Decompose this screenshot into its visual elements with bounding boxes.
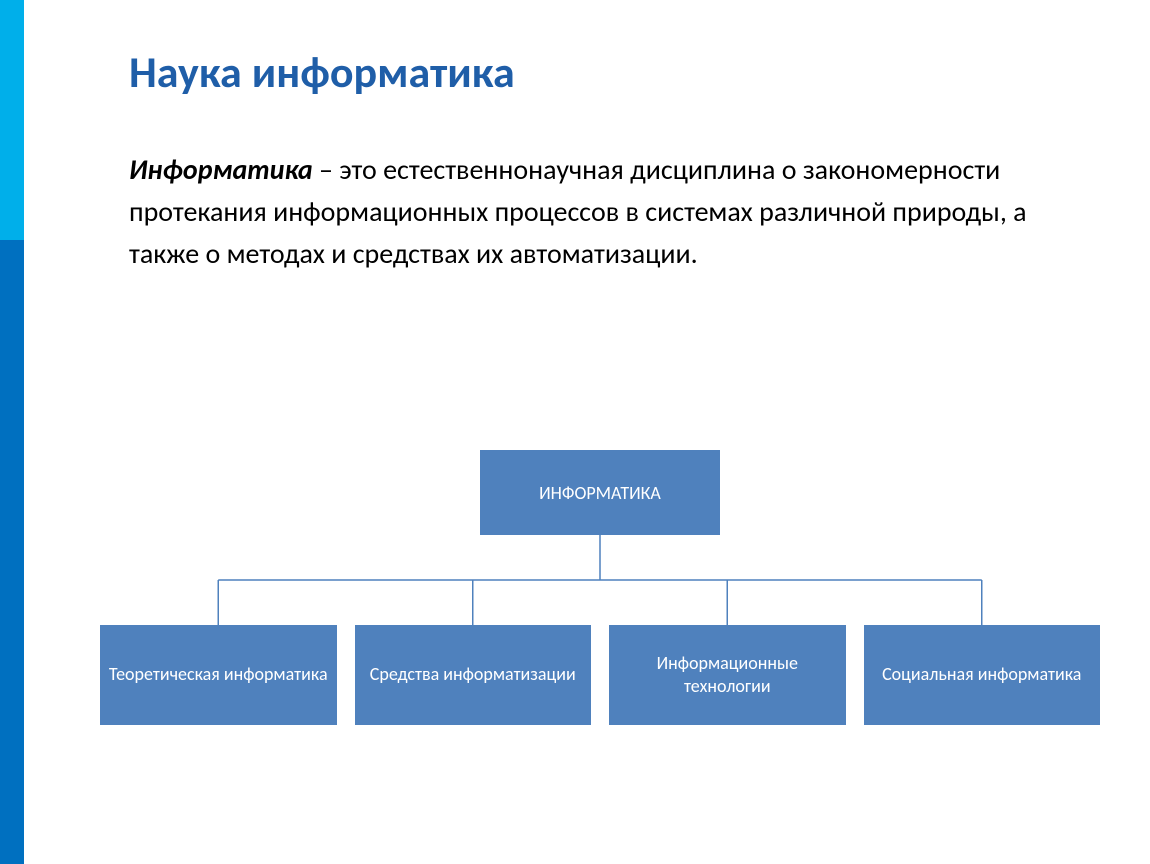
- sidebar-accent-top: [0, 0, 24, 240]
- diagram-child-label: Теоретическая информатика: [109, 663, 328, 686]
- diagram-child-node: Средства информатизации: [355, 625, 592, 725]
- diagram-connectors: [100, 535, 1100, 625]
- sidebar-accent-bottom: [0, 240, 24, 864]
- diagram-root-node: ИНФОРМАТИКА: [480, 450, 720, 535]
- slide-content: Наука информатика Информатика – это есте…: [24, 0, 1150, 275]
- diagram-child-node: Информационные технологии: [609, 625, 846, 725]
- diagram-child-label: Средства информатизации: [370, 663, 576, 686]
- diagram-child-node: Теоретическая информатика: [100, 625, 337, 725]
- definition-term: Информатика: [129, 152, 313, 187]
- diagram-child-row: Теоретическая информатика Средства инфор…: [100, 625, 1100, 725]
- slide-title: Наука информатика: [129, 45, 1090, 99]
- hierarchy-diagram: ИНФОРМАТИКА Теоретическая информатика Ср…: [100, 450, 1100, 800]
- diagram-child-node: Социальная информатика: [864, 625, 1101, 725]
- definition-paragraph: Информатика – это естественнонаучная дис…: [129, 149, 1049, 275]
- diagram-child-label: Социальная информатика: [882, 663, 1081, 686]
- diagram-root-label: ИНФОРМАТИКА: [539, 482, 661, 504]
- diagram-child-label: Информационные технологии: [617, 652, 838, 699]
